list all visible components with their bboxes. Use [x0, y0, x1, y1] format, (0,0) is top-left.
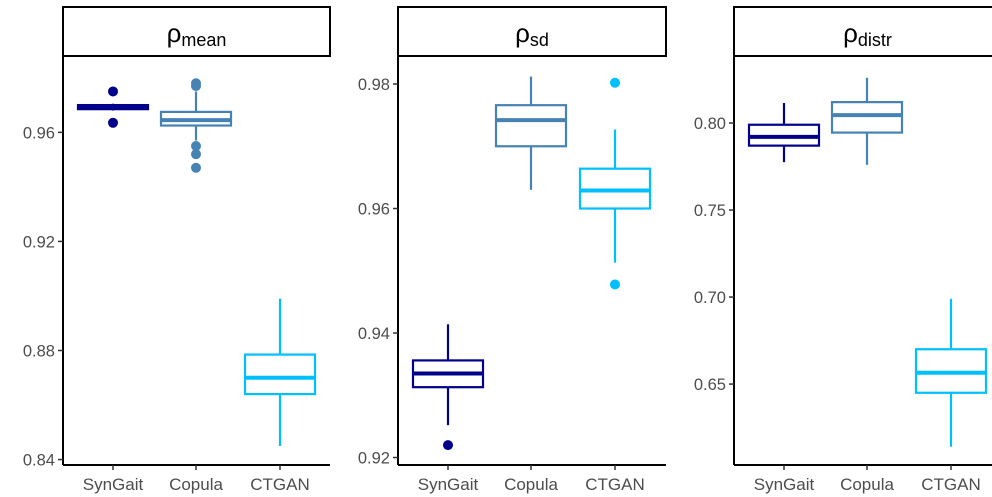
outlier-point: [191, 140, 201, 151]
facet-title-subscript: sd: [530, 30, 549, 50]
facet-strip: [397, 6, 667, 57]
x-tick-label: SynGait: [83, 475, 144, 494]
panel-3: ρdistr 0.65 0.70 0.75 0.80 SynGait Copula CTGAN: [694, 6, 992, 494]
box-body: [830, 101, 904, 134]
y-tick-label: 0.88: [23, 342, 55, 360]
outlier-point: [191, 162, 201, 173]
box-syngait: [411, 324, 485, 451]
box-ctgan: [914, 298, 988, 447]
y-tick-label: 0.96: [23, 124, 55, 142]
box-syngait: [76, 86, 150, 128]
x-tick-label: CTGAN: [921, 475, 981, 494]
box-copula: [830, 77, 904, 165]
x-tick-label: Copula: [840, 475, 894, 494]
facet-title: ρmean: [167, 18, 227, 50]
box-copula: [159, 78, 233, 173]
box-copula: [494, 76, 568, 190]
y-tick-label: 0.96: [358, 201, 390, 219]
y-tick-label: 0.84: [23, 452, 55, 470]
box-ctgan: [243, 298, 317, 446]
facet-title-symbol: ρ: [167, 18, 182, 48]
y-tick-label: 0.65: [694, 376, 726, 394]
facet-title-subscript: mean: [181, 30, 226, 50]
y-tick-label: 0.80: [694, 115, 726, 133]
facet-title-symbol: ρ: [515, 18, 530, 48]
y-tick-label: 0.75: [694, 202, 726, 220]
box-body: [243, 353, 317, 396]
facet-title-symbol: ρ: [843, 18, 858, 48]
box-body: [494, 104, 568, 148]
outlier-point: [191, 149, 201, 160]
outlier-point: [610, 279, 620, 290]
facet-strip: [733, 6, 992, 57]
panel-1: ρmean 0.84 0.88 0.92 0.96 SynGait Copula CTGAN: [23, 6, 331, 494]
y-tick-label: 0.98: [358, 76, 390, 94]
x-tick-label: Copula: [169, 475, 223, 494]
x-tick-label: SynGait: [418, 475, 479, 494]
x-tick-label: Copula: [504, 475, 558, 494]
outlier-point: [108, 86, 118, 97]
y-tick-label: 0.92: [358, 450, 390, 468]
box-ctgan: [578, 77, 652, 290]
facet-title: ρdistr: [843, 18, 892, 50]
facet-title: ρsd: [515, 18, 549, 50]
outlier-point: [443, 440, 453, 451]
box-syngait: [747, 102, 821, 163]
y-tick-label: 0.92: [23, 233, 55, 251]
y-tick-label: 0.94: [358, 325, 390, 343]
x-tick-label: SynGait: [754, 475, 815, 494]
facet-strip: [62, 6, 331, 57]
x-tick-label: CTGAN: [250, 475, 310, 494]
facet-title-subscript: distr: [858, 30, 892, 50]
panel-2: ρsd 0.92 0.94 0.96 0.98 SynGait Copula CTGAN: [358, 6, 667, 494]
outlier-point: [108, 117, 118, 128]
outlier-point: [610, 77, 620, 88]
x-tick-label: CTGAN: [585, 475, 645, 494]
outlier-point: [191, 80, 201, 91]
y-tick-label: 0.70: [694, 289, 726, 307]
